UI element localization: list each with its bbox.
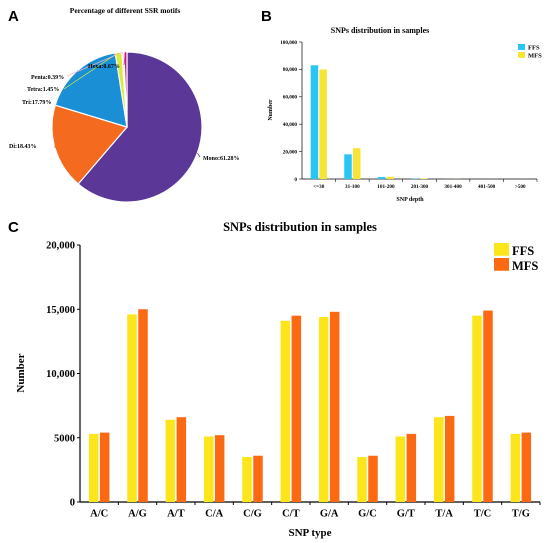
x-tick-label: A/C <box>90 509 108 520</box>
pie-label-penta: Penta:0.39% <box>31 75 64 81</box>
legend-swatch-mfs <box>494 258 509 271</box>
bar-ffs-T/G <box>510 433 521 502</box>
y-tick-label: 10,000 <box>46 369 75 380</box>
chart-b-xlabel: SNP depth <box>396 197 424 203</box>
x-tick-label: T/A <box>435 509 453 520</box>
pie-leader-line <box>66 51 124 77</box>
chart-c-title: SNPs distribution in samples <box>223 220 377 234</box>
chart-b-title: SNPs distribution in samples <box>331 26 429 35</box>
x-tick-label: 31-100 <box>345 184 360 190</box>
legend-label-ffs: FFS <box>528 45 540 52</box>
y-tick-label: 60,000 <box>283 95 298 101</box>
bar-ffs-C/A <box>203 436 214 502</box>
bar-mfs-101-200 <box>386 176 395 179</box>
pie-leader-line <box>197 152 201 158</box>
chart-c-xlabel: SNP type <box>288 527 331 539</box>
pie-slice-hexa <box>123 51 128 128</box>
y-tick-label: 20,000 <box>283 149 298 155</box>
x-tick-label: <=30 <box>313 184 325 190</box>
x-tick-label: T/G <box>512 509 530 520</box>
x-tick-label: 201-300 <box>411 184 429 190</box>
bar-mfs-<=30 <box>319 69 327 179</box>
pie-label-mono: Mono:61.28% <box>203 156 240 162</box>
legend-label-ffs: FFS <box>512 244 534 258</box>
bar-mfs-A/G <box>138 309 148 502</box>
y-tick-label: 100,000 <box>280 40 297 46</box>
y-tick-label: 40,000 <box>283 122 298 128</box>
pie-leader-line <box>63 52 119 90</box>
legend-swatch-mfs <box>518 52 525 58</box>
bar-mfs-C/G <box>253 455 263 502</box>
bar-mfs-201-300 <box>420 178 428 179</box>
bar-mfs-T/A <box>444 415 455 502</box>
bar-ffs-A/C <box>88 433 99 502</box>
bar-ffs-101-200 <box>377 176 386 179</box>
bar-mfs-T/G <box>521 432 532 502</box>
pie-label-tetra: Tetra:1.45% <box>27 87 59 93</box>
panel-letter-b: B <box>261 8 272 25</box>
pie-leader-line <box>59 70 79 101</box>
x-tick-label: C/T <box>282 509 300 520</box>
x-tick-label: C/A <box>205 509 224 520</box>
y-tick-label: 0 <box>70 498 75 509</box>
pie-title: Percentage of different SSR motifs <box>70 6 181 15</box>
bar-mfs-A/T <box>176 417 187 502</box>
bar-ffs-31-100 <box>344 154 352 179</box>
pie-label-tri: Tri:17.79% <box>22 100 51 106</box>
bar-ffs-G/T <box>395 436 406 502</box>
pie-slice-mono <box>77 51 203 203</box>
y-tick-label: 15,000 <box>46 305 75 316</box>
x-tick-label: 301-400 <box>444 184 462 190</box>
panel-letter-a: A <box>8 8 19 25</box>
y-tick-label: 20,000 <box>46 241 75 252</box>
y-tick-label: 80,000 <box>283 67 298 73</box>
bar-mfs-T/C <box>483 310 493 502</box>
bar-ffs-A/G <box>127 314 137 502</box>
pie-slice-tri <box>54 52 128 128</box>
bar-ffs-<=30 <box>310 65 319 179</box>
bar-ffs-T/A <box>433 417 444 502</box>
panel-letter-c: C <box>8 219 19 236</box>
bar-mfs-G/T <box>406 433 417 502</box>
bar-ffs-T/C <box>472 315 482 502</box>
x-tick-label: >500 <box>515 184 526 190</box>
y-tick-label: 5000 <box>54 433 75 444</box>
pie-leader-line <box>123 51 126 66</box>
bar-chart-snp-depth: SNPs distribution in samples Number SNP … <box>268 26 542 203</box>
legend-swatch-ffs <box>494 243 509 256</box>
bar-ffs-C/T <box>280 320 291 502</box>
y-tick-label: 0 <box>294 177 297 183</box>
bar-ffs-A/T <box>165 419 176 502</box>
bar-mfs-A/C <box>99 432 110 502</box>
pie-chart-ssr-motifs: Percentage of different SSR motifs Mono:… <box>9 6 240 203</box>
bar-ffs-C/G <box>242 457 252 502</box>
x-tick-label: T/C <box>474 509 492 520</box>
x-tick-label: 401-500 <box>478 184 496 190</box>
bar-chart-snp-type: SNPs distribution in samples Number SNP … <box>15 220 541 539</box>
x-tick-label: G/A <box>320 509 339 520</box>
bar-ffs-G/A <box>318 316 329 502</box>
x-tick-label: 101-200 <box>377 184 395 190</box>
x-tick-label: A/T <box>167 509 185 520</box>
legend-label-mfs: MFS <box>512 259 538 273</box>
legend-label-mfs: MFS <box>528 53 542 60</box>
x-tick-label: G/C <box>358 509 377 520</box>
bar-mfs-C/T <box>291 315 302 502</box>
x-tick-label: C/G <box>243 509 262 520</box>
bar-ffs-G/C <box>357 457 367 502</box>
bar-mfs-C/A <box>214 435 225 502</box>
bar-mfs-G/A <box>329 311 340 502</box>
legend-swatch-ffs <box>518 44 525 50</box>
x-tick-label: A/G <box>128 509 147 520</box>
bar-mfs-31-100 <box>352 148 361 179</box>
x-tick-label: G/T <box>397 509 415 520</box>
chart-b-ylabel: Number <box>268 99 274 121</box>
pie-label-di: Di:18.43% <box>9 144 37 150</box>
chart-c-ylabel: Number <box>15 353 27 392</box>
pie-label-hexa: Hexa:0.67% <box>88 64 120 70</box>
bar-mfs-G/C <box>368 455 378 502</box>
